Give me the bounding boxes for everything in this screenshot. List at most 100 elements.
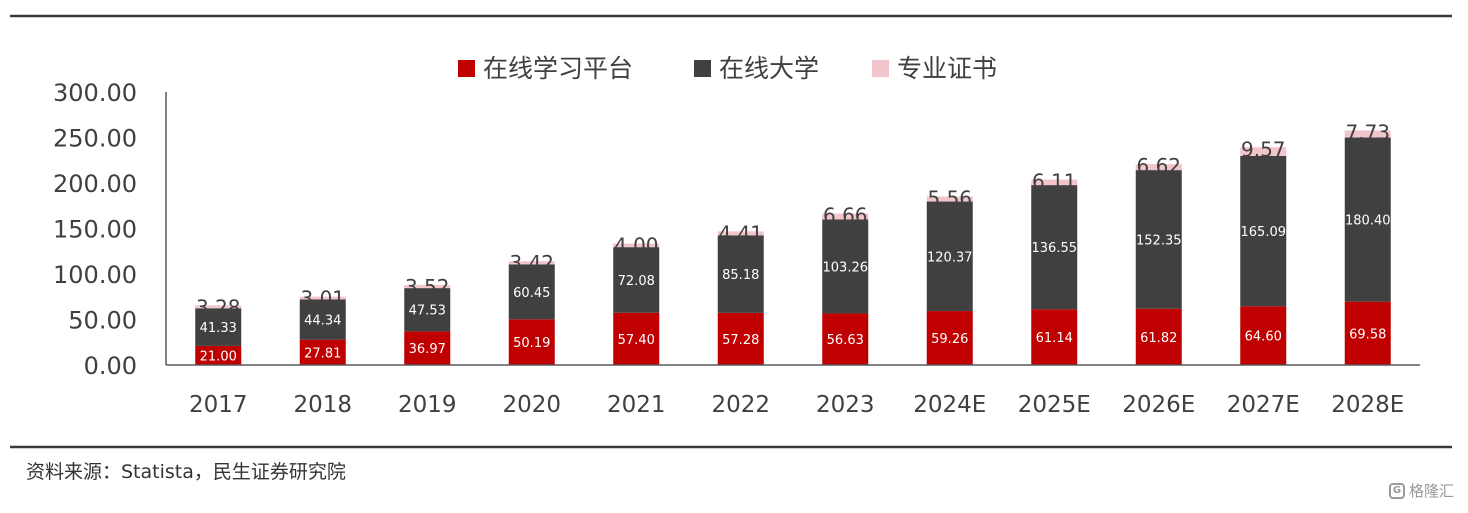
- x-tick-label: 2023: [816, 392, 875, 418]
- bar-segment: [717, 312, 764, 365]
- bar-segment: [613, 243, 660, 248]
- bar-segment: [613, 312, 660, 365]
- bar-segment: [508, 319, 555, 365]
- bar-segment: [508, 261, 555, 265]
- x-tick-label: 2017: [189, 392, 248, 418]
- watermark-text: 格隆汇: [1408, 482, 1454, 500]
- y-tick-label: 300.00: [53, 79, 137, 107]
- data-label: 27.81: [304, 346, 341, 361]
- data-label: 3.01: [300, 287, 345, 311]
- bar-segment: [1344, 301, 1391, 365]
- bar-segment: [1344, 137, 1391, 302]
- legend: 在线学习平台 在线大学 专业证书: [458, 54, 997, 83]
- x-tick-label: 2018: [293, 392, 352, 418]
- legend-swatch: [872, 60, 889, 77]
- data-label: 7.73: [1345, 120, 1390, 144]
- data-label: 3.42: [509, 251, 554, 275]
- y-tick-label: 100.00: [53, 261, 137, 289]
- bar-segment: [717, 231, 764, 236]
- source-note: 资料来源：Statista，民生证券研究院: [26, 461, 346, 483]
- data-label: 3.28: [196, 295, 241, 319]
- data-label: 60.45: [513, 286, 550, 301]
- data-label: 47.53: [409, 304, 446, 319]
- data-label: 4.00: [614, 234, 659, 258]
- bar-segment: [404, 284, 451, 289]
- x-tick-label: 2026E: [1122, 392, 1195, 418]
- bar-segment: [195, 345, 242, 365]
- data-label: 44.34: [304, 314, 341, 329]
- data-label: 50.19: [513, 336, 550, 351]
- bar-segment: [822, 213, 869, 220]
- data-label: 165.09: [1241, 225, 1287, 240]
- data-label: 152.35: [1136, 233, 1182, 248]
- bar-segment: [1240, 147, 1287, 156]
- bar-segment: [1344, 130, 1391, 138]
- legend-label: 在线大学: [719, 54, 819, 83]
- data-label: 9.57: [1241, 137, 1286, 161]
- data-label: 69.58: [1349, 327, 1386, 342]
- data-label: 103.26: [823, 260, 869, 275]
- x-tick-label: 2021: [607, 392, 666, 418]
- data-label: 64.60: [1245, 330, 1282, 345]
- bar-segment: [926, 201, 973, 312]
- data-label: 6.11: [1032, 170, 1077, 194]
- x-tick-label: 2027E: [1227, 392, 1300, 418]
- bar-segment: [299, 339, 346, 365]
- x-tick-label: 2020: [502, 392, 561, 418]
- bar-segment: [1240, 155, 1287, 307]
- data-label: 85.18: [722, 268, 759, 283]
- y-tick-label: 200.00: [53, 170, 137, 198]
- legend-swatch: [694, 60, 711, 77]
- data-label: 56.63: [827, 333, 864, 348]
- data-label: 6.62: [1136, 154, 1181, 178]
- data-label: 72.08: [618, 274, 655, 289]
- x-tick-label: 2025E: [1018, 392, 1091, 418]
- watermark: G 格隆汇: [1388, 480, 1454, 501]
- bar-segment: [1135, 170, 1182, 309]
- bar-segment: [717, 235, 764, 313]
- bars: 21.00 41.33 3.28 27.81 44.34 3.01 36.97 47.53 3.…: [195, 120, 1391, 365]
- bar-segment: [508, 264, 555, 320]
- data-label: 5.56: [927, 186, 972, 210]
- data-label: 59.26: [931, 332, 968, 347]
- x-tick-label: 2024E: [913, 392, 986, 418]
- bar-segment: [926, 196, 973, 202]
- bar-segment: [822, 219, 869, 314]
- x-tick-label: 2022: [711, 392, 770, 418]
- data-label: 41.33: [200, 321, 237, 336]
- data-label: 6.66: [823, 203, 868, 227]
- legend-label: 专业证书: [897, 54, 997, 83]
- bar-segment: [299, 296, 346, 300]
- y-tick-label: 250.00: [53, 125, 137, 153]
- legend-label: 在线学习平台: [483, 54, 633, 83]
- data-label: 57.28: [722, 333, 759, 348]
- data-label: 4.41: [718, 221, 763, 245]
- data-label: 57.40: [618, 333, 655, 348]
- legend-swatch: [458, 60, 475, 77]
- y-tick-label: 0.00: [84, 352, 137, 380]
- data-label: 61.82: [1140, 331, 1177, 346]
- data-label: 21.00: [200, 349, 237, 364]
- bar-segment: [1031, 179, 1078, 186]
- bar-segment: [1240, 306, 1287, 365]
- bar-segment: [926, 311, 973, 365]
- bar-segment: [195, 308, 242, 346]
- bar-segment: [1031, 309, 1078, 365]
- y-tick-label: 150.00: [53, 216, 137, 244]
- bar-segment: [1135, 164, 1182, 171]
- data-label: 136.55: [1032, 241, 1078, 256]
- bar-segment: [613, 247, 660, 313]
- bar-segment: [1135, 308, 1182, 365]
- bar-segment: [822, 313, 869, 365]
- bar-segment: [299, 299, 346, 340]
- y-tick-label: 50.00: [68, 307, 137, 335]
- bar-segment: [1031, 185, 1078, 310]
- data-label: 120.37: [927, 250, 973, 265]
- y-axis: 0.00 50.00 100.00 150.00 200.00 250.00 300.00: [53, 79, 167, 380]
- data-label: 3.52: [405, 275, 450, 299]
- x-tick-label: 2028E: [1331, 392, 1404, 418]
- bar-segment: [404, 288, 451, 332]
- watermark-logo-icon: G: [1388, 482, 1405, 499]
- x-tick-label: 2019: [398, 392, 457, 418]
